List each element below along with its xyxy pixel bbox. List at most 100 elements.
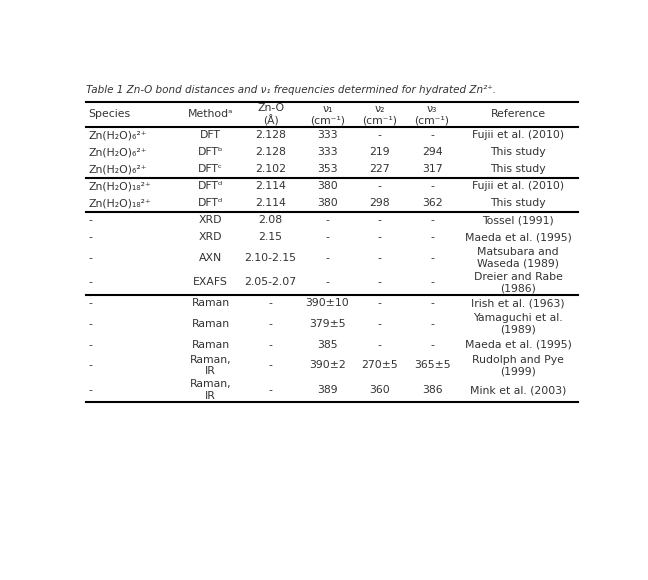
Text: -: - (269, 361, 273, 371)
Text: Zn(H₂O)₁₈²⁺: Zn(H₂O)₁₈²⁺ (88, 198, 151, 208)
Text: -: - (430, 340, 434, 350)
Text: 298: 298 (369, 198, 390, 208)
Text: -: - (88, 319, 92, 329)
Text: XRD: XRD (199, 232, 222, 242)
Text: Dreier and Rabe
(1986): Dreier and Rabe (1986) (474, 271, 562, 293)
Text: This study: This study (491, 164, 546, 174)
Text: 353: 353 (317, 164, 338, 174)
Text: 2.15: 2.15 (259, 232, 283, 242)
Text: DFTᶜ: DFTᶜ (198, 164, 223, 174)
Text: Zn(H₂O)₆²⁺: Zn(H₂O)₆²⁺ (88, 164, 146, 174)
Text: DFTᵇ: DFTᵇ (198, 147, 224, 157)
Text: -: - (269, 340, 273, 350)
Text: -: - (378, 232, 382, 242)
Text: -: - (88, 298, 92, 308)
Text: 365±5: 365±5 (414, 361, 450, 371)
Text: -: - (88, 232, 92, 242)
Text: Raman: Raman (192, 340, 229, 350)
Text: -: - (378, 181, 382, 191)
Text: ν₁
(cm⁻¹): ν₁ (cm⁻¹) (310, 104, 345, 125)
Text: Raman: Raman (192, 319, 229, 329)
Text: DFTᵈ: DFTᵈ (198, 181, 223, 191)
Text: -: - (378, 340, 382, 350)
Text: This study: This study (491, 198, 546, 208)
Text: Tossel (1991): Tossel (1991) (482, 215, 554, 225)
Text: 333: 333 (317, 130, 338, 140)
Text: 390±2: 390±2 (309, 361, 346, 371)
Text: -: - (269, 298, 273, 308)
Text: -: - (430, 232, 434, 242)
Text: Table 1 Zn-O bond distances and ν₁ frequencies determined for hydrated Zn²⁺.: Table 1 Zn-O bond distances and ν₁ frequ… (86, 85, 496, 95)
Text: Yamaguchi et al.
(1989): Yamaguchi et al. (1989) (474, 313, 563, 335)
Text: -: - (88, 253, 92, 263)
Text: -: - (325, 215, 329, 225)
Text: 389: 389 (317, 385, 338, 395)
Text: -: - (430, 319, 434, 329)
Text: -: - (325, 232, 329, 242)
Text: 2.114: 2.114 (255, 198, 286, 208)
Text: -: - (88, 385, 92, 395)
Text: AXN: AXN (199, 253, 222, 263)
Text: 386: 386 (422, 385, 443, 395)
Text: 2.128: 2.128 (255, 147, 286, 157)
Text: Reference: Reference (491, 110, 546, 119)
Text: Irish et al. (1963): Irish et al. (1963) (471, 298, 565, 308)
Text: 2.128: 2.128 (255, 130, 286, 140)
Text: Maeda et al. (1995): Maeda et al. (1995) (465, 232, 572, 242)
Text: Zn-O
(Å): Zn-O (Å) (257, 103, 284, 126)
Text: Raman,
IR: Raman, IR (190, 355, 231, 376)
Text: ν₃
(cm⁻¹): ν₃ (cm⁻¹) (415, 104, 450, 125)
Text: -: - (430, 277, 434, 288)
Text: DFTᵈ: DFTᵈ (198, 198, 223, 208)
Text: 270±5: 270±5 (362, 361, 398, 371)
Text: 2.05-2.07: 2.05-2.07 (244, 277, 297, 288)
Text: Raman,
IR: Raman, IR (190, 379, 231, 401)
Text: -: - (269, 385, 273, 395)
Text: Fujii et al. (2010): Fujii et al. (2010) (472, 181, 564, 191)
Text: 379±5: 379±5 (309, 319, 346, 329)
Text: -: - (88, 277, 92, 288)
Text: -: - (430, 215, 434, 225)
Text: Raman: Raman (192, 298, 229, 308)
Text: Zn(H₂O)₁₈²⁺: Zn(H₂O)₁₈²⁺ (88, 181, 151, 191)
Text: DFT: DFT (200, 130, 221, 140)
Text: -: - (430, 253, 434, 263)
Text: -: - (325, 277, 329, 288)
Text: 333: 333 (317, 147, 338, 157)
Text: -: - (269, 319, 273, 329)
Text: 362: 362 (422, 198, 443, 208)
Text: Zn(H₂O)₆²⁺: Zn(H₂O)₆²⁺ (88, 147, 146, 157)
Text: -: - (430, 298, 434, 308)
Text: -: - (325, 253, 329, 263)
Text: 2.102: 2.102 (255, 164, 286, 174)
Text: Species: Species (88, 110, 130, 119)
Text: -: - (430, 130, 434, 140)
Text: -: - (378, 215, 382, 225)
Text: 380: 380 (317, 181, 338, 191)
Text: Methodᵃ: Methodᵃ (188, 110, 233, 119)
Text: -: - (378, 319, 382, 329)
Text: 2.10-2.15: 2.10-2.15 (244, 253, 297, 263)
Text: 294: 294 (422, 147, 443, 157)
Text: 219: 219 (369, 147, 390, 157)
Text: Rudolph and Pye
(1999): Rudolph and Pye (1999) (472, 355, 564, 376)
Text: Mink et al. (2003): Mink et al. (2003) (470, 385, 566, 395)
Text: Fujii et al. (2010): Fujii et al. (2010) (472, 130, 564, 140)
Text: 2.114: 2.114 (255, 181, 286, 191)
Text: EXAFS: EXAFS (193, 277, 228, 288)
Text: -: - (378, 253, 382, 263)
Text: 390±10: 390±10 (306, 298, 349, 308)
Text: -: - (430, 181, 434, 191)
Text: Maeda et al. (1995): Maeda et al. (1995) (465, 340, 572, 350)
Text: -: - (378, 130, 382, 140)
Text: Zn(H₂O)₆²⁺: Zn(H₂O)₆²⁺ (88, 130, 146, 140)
Text: -: - (88, 340, 92, 350)
Text: 317: 317 (422, 164, 443, 174)
Text: 385: 385 (317, 340, 338, 350)
Text: 380: 380 (317, 198, 338, 208)
Text: XRD: XRD (199, 215, 222, 225)
Text: -: - (88, 361, 92, 371)
Text: -: - (378, 298, 382, 308)
Text: 2.08: 2.08 (259, 215, 283, 225)
Text: Matsubara and
Waseda (1989): Matsubara and Waseda (1989) (477, 247, 559, 269)
